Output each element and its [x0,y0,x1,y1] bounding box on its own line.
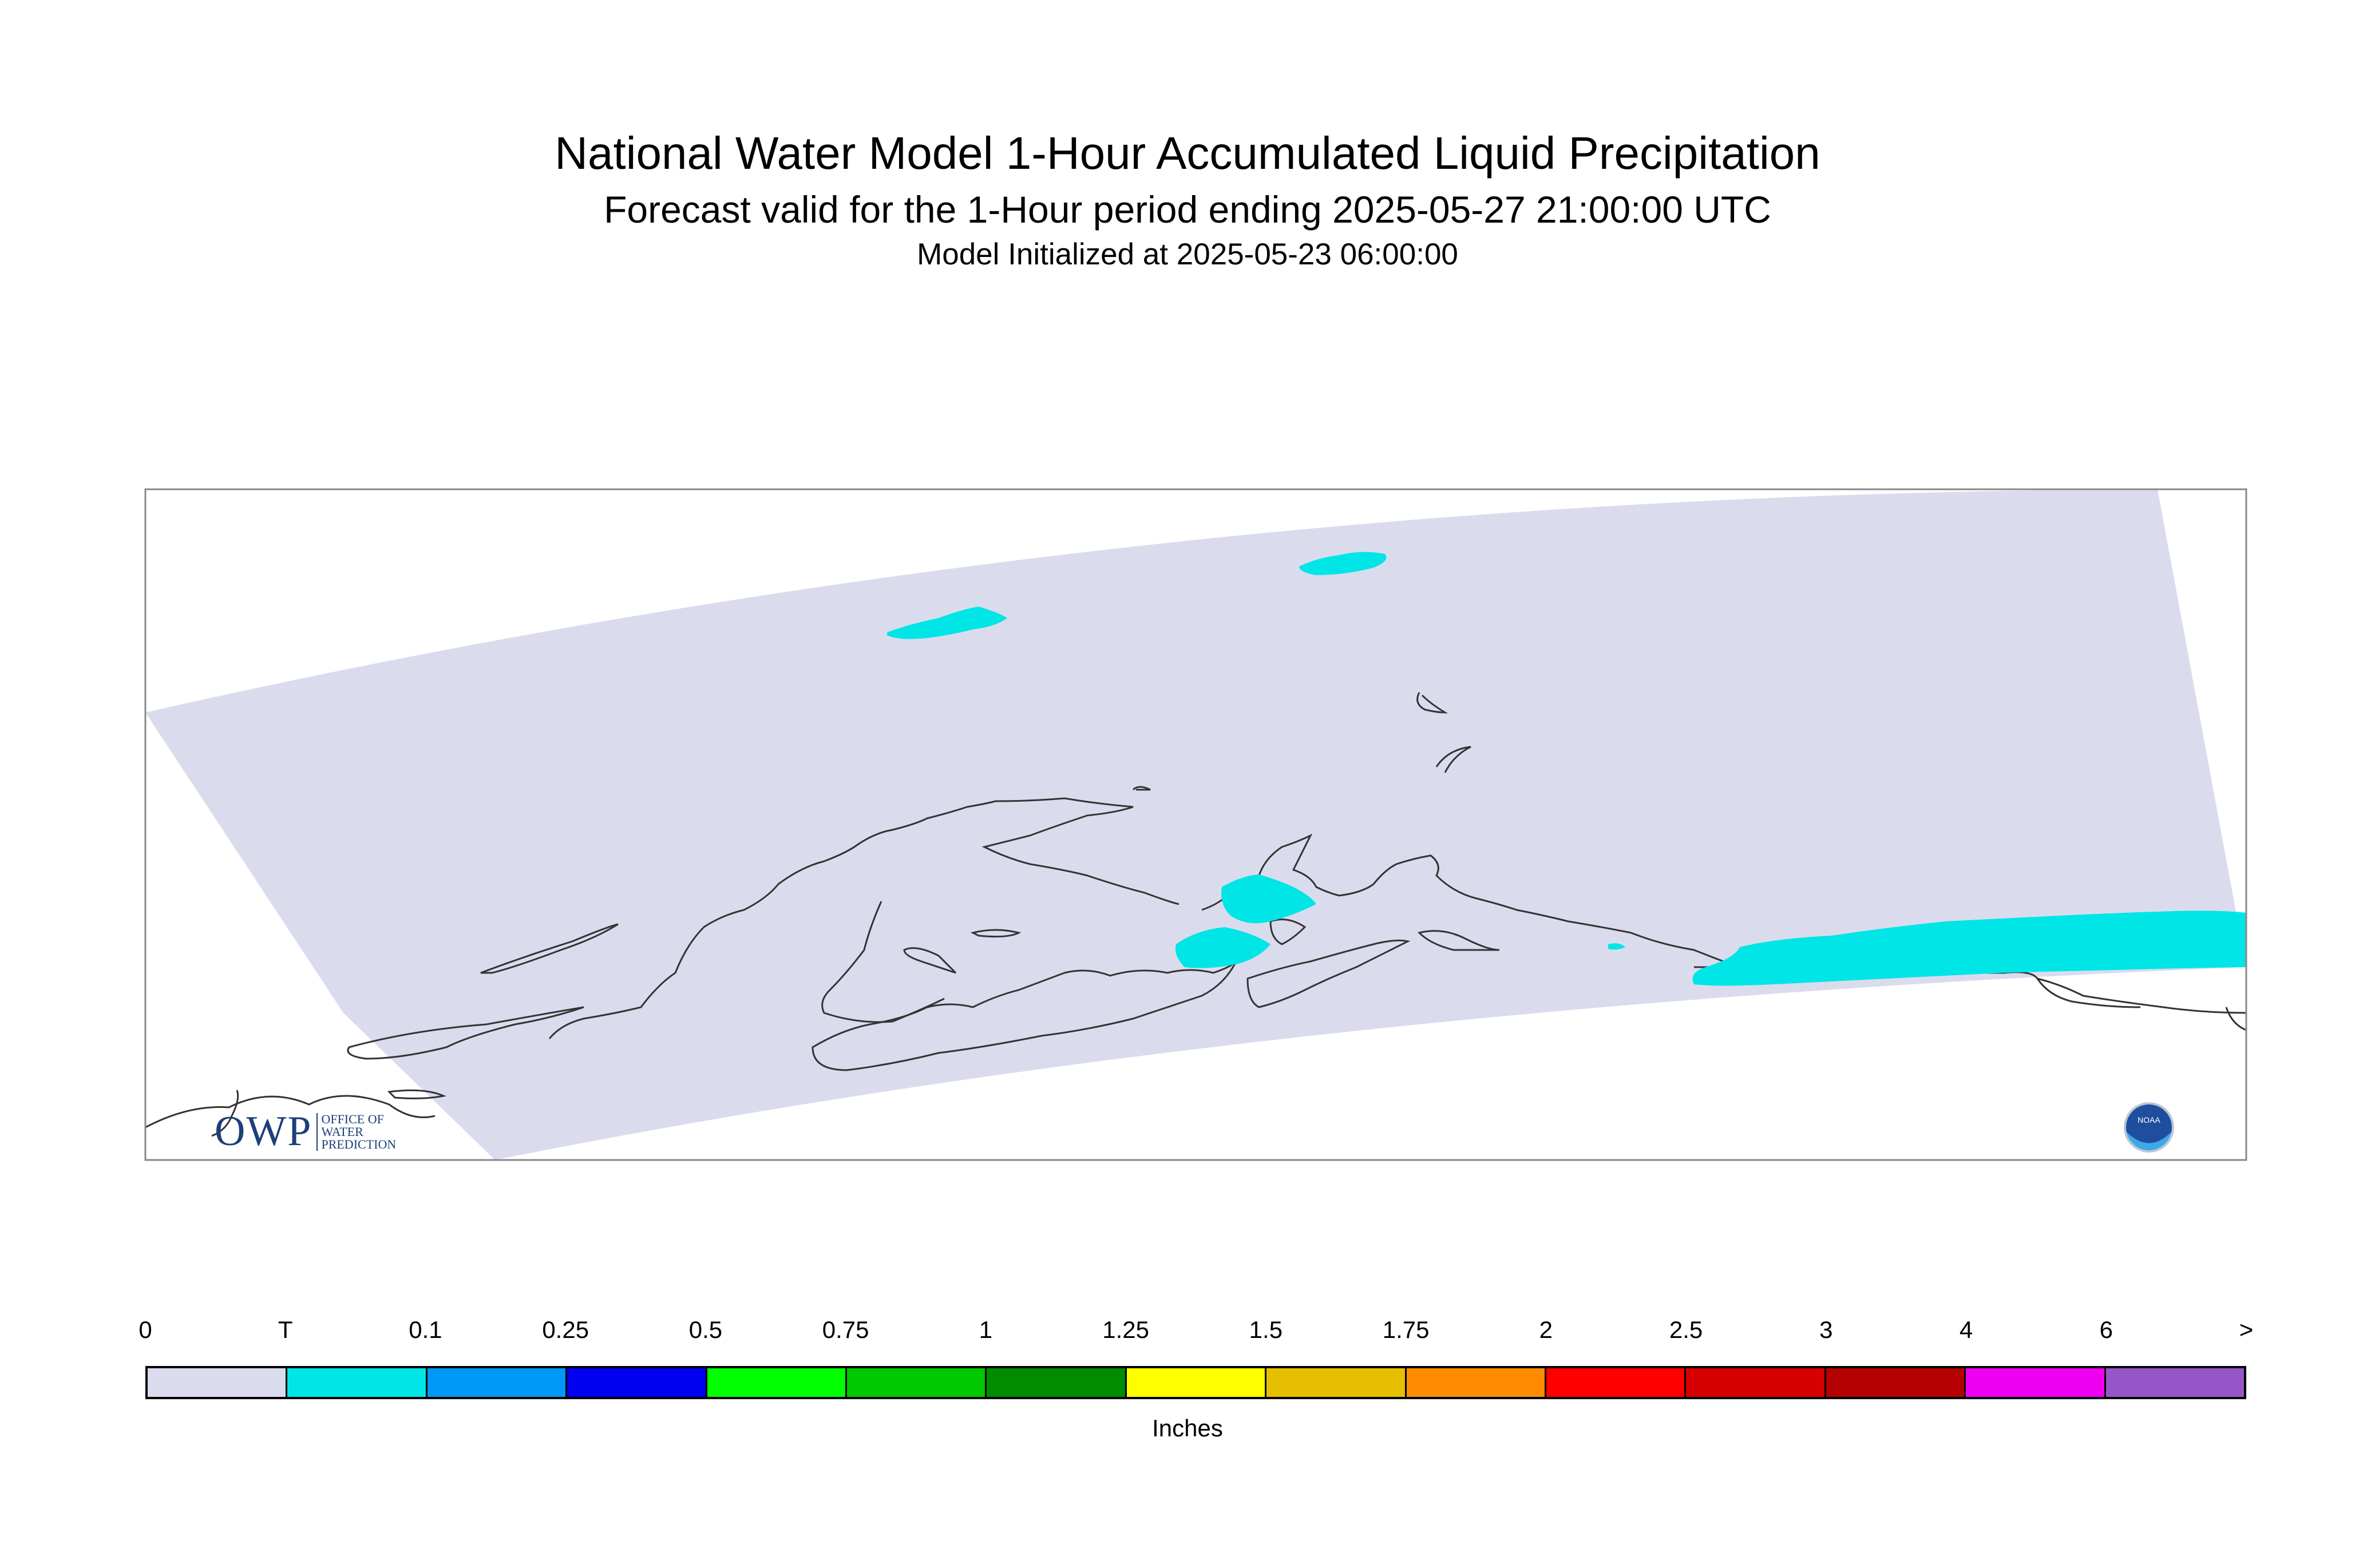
legend-swatch [707,1368,848,1397]
legend-tick-label: 0.1 [409,1316,442,1343]
owp-logo: OWP OFFICE OF WATER PREDICTION [215,1107,396,1156]
legend-tick-label: 4 [1959,1316,1973,1343]
legend-swatch [427,1368,568,1397]
svg-text:NOAA: NOAA [2138,1115,2160,1124]
precip-area-central-1 [1221,874,1316,924]
legend-tick-label: 0.25 [542,1316,589,1343]
legend-swatch [1546,1368,1687,1397]
legend-tick-label: > [2239,1316,2254,1343]
legend-swatch [1826,1368,1966,1397]
legend-tick-label: 0.75 [822,1316,869,1343]
legend-swatch [1406,1368,1547,1397]
owp-logo-letters: OWP [215,1108,312,1155]
noaa-logo: NOAA [2124,1102,2174,1153]
legend-colorbar [145,1366,2246,1399]
legend-tick-label: T [278,1316,293,1343]
precip-area-north-west [887,607,1007,639]
precip-area-east-small [1608,943,1625,950]
precip-area-north-east [1299,552,1387,575]
model-domain [145,489,2246,1160]
legend-swatch [2105,1368,2245,1397]
legend-tick-label: 2.5 [1669,1316,1703,1343]
legend-tick-label: 0 [138,1316,152,1343]
legend-tick-label: 6 [2099,1316,2113,1343]
legend-swatch [567,1368,707,1397]
legend-swatch [847,1368,987,1397]
precip-trace-areas [887,552,2246,986]
legend-unit-label: Inches [1152,1415,1223,1442]
legend-swatch [987,1368,1127,1397]
legend-tick-label: 2 [1539,1316,1553,1343]
legend-swatch [287,1368,428,1397]
legend-tick-label: 3 [1819,1316,1833,1343]
legend-tick-label: 1.5 [1249,1316,1283,1343]
legend-swatch [1686,1368,1826,1397]
legend-tick-label: 1.75 [1382,1316,1430,1343]
legend-swatch [1126,1368,1267,1397]
legend-swatch [1266,1368,1407,1397]
legend-tick-label: 0.5 [688,1316,723,1343]
legend-tick-label: 1.25 [1102,1316,1149,1343]
owp-logo-text: OFFICE OF WATER PREDICTION [316,1112,396,1151]
legend-swatch [148,1368,288,1397]
map-title: National Water Model 1-Hour Accumulated … [555,128,1820,179]
legend-tick-label: 1 [979,1316,993,1343]
precip-area-central-2 [1175,927,1270,968]
precip-area-east [1692,910,2246,986]
legend-swatch [1966,1368,2106,1397]
map-subtitle: Forecast valid for the 1-Hour period end… [604,188,1771,231]
model-init-time: Model Initialized at 2025-05-23 06:00:00 [917,237,1458,271]
map-frame [144,488,2247,1161]
